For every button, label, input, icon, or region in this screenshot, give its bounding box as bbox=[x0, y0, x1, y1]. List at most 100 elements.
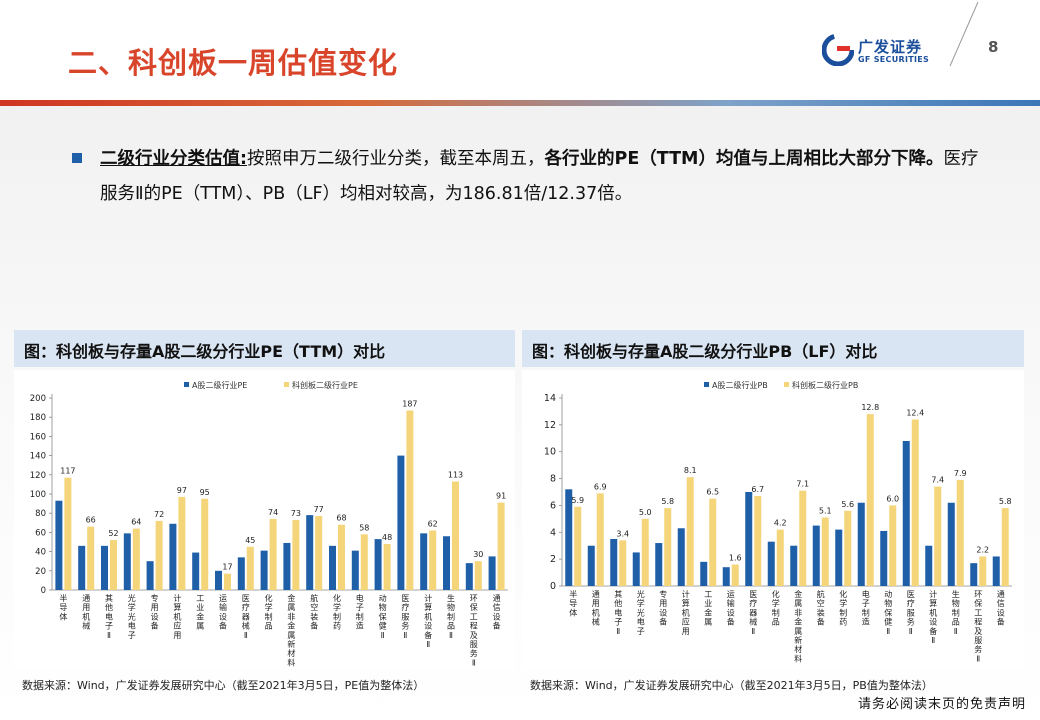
bar-b bbox=[246, 546, 254, 590]
bar-b bbox=[292, 519, 300, 590]
bar-b bbox=[709, 498, 717, 586]
y-tick-label: 8 bbox=[550, 474, 556, 485]
x-category-label: 生物制品 Ⅱ bbox=[952, 589, 960, 636]
x-category-label: 通用机械 bbox=[592, 589, 600, 627]
pb-chart-title: 图：科创板与存量A股二级分行业PB（LF）对比 bbox=[532, 342, 878, 361]
bar-b bbox=[360, 534, 368, 590]
legend-label-b: 科创板二级行业PE bbox=[292, 380, 358, 390]
x-category-label: 生物制品 Ⅱ bbox=[447, 593, 455, 640]
data-label: 77 bbox=[314, 505, 324, 514]
x-category-label: 工业金属 bbox=[704, 590, 712, 627]
chart-legend: A股二级行业PB 科创板二级行业PB bbox=[704, 380, 858, 390]
bar-b bbox=[87, 526, 95, 590]
data-label: 5.8 bbox=[661, 497, 674, 506]
bar-a bbox=[947, 502, 955, 586]
bar-b bbox=[452, 481, 459, 590]
x-category-label: 光学光电子 bbox=[128, 593, 136, 640]
chart-legend: A股二级行业PE 科创板二级行业PE bbox=[184, 380, 358, 390]
bar-a bbox=[812, 525, 820, 586]
x-category-label: 动物保健 Ⅱ bbox=[379, 593, 387, 640]
data-label: 7.1 bbox=[796, 480, 809, 489]
legend-label-a: A股二级行业PE bbox=[192, 380, 247, 390]
bar-b bbox=[406, 410, 414, 590]
data-label: 187 bbox=[402, 399, 417, 408]
bar-b bbox=[269, 518, 277, 590]
x-category-label: 工业金属 bbox=[196, 594, 204, 631]
page-number: 8 bbox=[988, 38, 999, 56]
data-label: 5.9 bbox=[571, 496, 584, 505]
bar-a bbox=[565, 489, 573, 586]
bar-a bbox=[767, 541, 775, 586]
bar-a bbox=[146, 561, 154, 590]
data-label: 52 bbox=[108, 529, 118, 538]
bar-b bbox=[664, 508, 672, 586]
bar-b bbox=[574, 506, 582, 586]
bar-a bbox=[78, 545, 86, 590]
bar-b bbox=[497, 502, 505, 590]
pe-chart-header: 图：科创板与存量A股二级分行业PE（TTM）对比 bbox=[14, 330, 515, 367]
x-category-label: 化学制品 bbox=[772, 589, 780, 627]
bar-b bbox=[956, 479, 964, 586]
bar-a bbox=[857, 502, 865, 586]
pb-chart: A股二级行业PB 科创板二级行业PB 0 2 4 6 8 10 12 14 5.9 半导体 6.9 通用机… bbox=[544, 380, 1012, 663]
x-category-label: 化学制品 bbox=[265, 593, 273, 631]
data-label: 91 bbox=[496, 492, 506, 501]
y-tick-label: 180 bbox=[30, 413, 46, 423]
bar-b bbox=[224, 573, 231, 590]
data-label: 97 bbox=[177, 486, 187, 495]
data-label: 6.9 bbox=[594, 482, 607, 491]
x-category-label: 通信设备 bbox=[493, 593, 501, 631]
bar-b bbox=[619, 540, 627, 586]
pe-chart-title: 图：科创板与存量A股二级分行业PE（TTM）对比 bbox=[24, 342, 386, 361]
bar-a bbox=[260, 550, 268, 590]
x-category-label: 化学制药 bbox=[333, 593, 341, 631]
bar-a bbox=[700, 561, 708, 586]
logo-cn-text: 广发证券 bbox=[858, 38, 923, 56]
summary-text-2: 医疗服务Ⅱ的PE（TTM）、PB（LF）均相对较高，为186.81倍/12.37… bbox=[100, 149, 979, 204]
y-tick-label: 2 bbox=[550, 554, 556, 565]
y-tick-label: 80 bbox=[35, 509, 46, 519]
bar-b bbox=[596, 493, 604, 586]
x-category-label: 计算机设备 Ⅱ bbox=[929, 589, 937, 645]
header-divider bbox=[949, 1, 979, 67]
bar-b bbox=[754, 496, 762, 586]
y-tick-label: 0 bbox=[550, 581, 556, 592]
y-tick-label: 12 bbox=[544, 420, 556, 431]
data-label: 2.2 bbox=[976, 545, 989, 554]
bar-a bbox=[465, 563, 473, 590]
bar-a bbox=[215, 570, 222, 590]
bar-a bbox=[420, 533, 428, 590]
bar-b bbox=[338, 524, 345, 590]
bar-b bbox=[799, 490, 807, 586]
bar-a bbox=[329, 545, 336, 590]
bar-b bbox=[821, 517, 829, 586]
bar-b bbox=[383, 543, 391, 590]
data-label: 12.4 bbox=[906, 408, 924, 417]
x-category-label: 光学光电子 bbox=[637, 589, 645, 636]
data-label: 6.5 bbox=[706, 488, 719, 497]
data-label: 1.6 bbox=[729, 554, 742, 563]
bar-a bbox=[169, 523, 177, 590]
x-category-label: 半导体 bbox=[569, 589, 577, 617]
bar-a bbox=[925, 545, 933, 586]
bar-a bbox=[880, 530, 888, 586]
bar-a bbox=[488, 556, 496, 590]
x-category-label: 电子制造 bbox=[356, 593, 364, 631]
bar-a bbox=[374, 539, 382, 590]
y-tick-label: 40 bbox=[35, 548, 46, 558]
summary-bold: 各行业的PE（TTM）均值与上周相比大部分下降。 bbox=[544, 149, 944, 169]
pb-chart-header: 图：科创板与存量A股二级分行业PB（LF）对比 bbox=[522, 330, 1024, 367]
bar-b bbox=[889, 505, 897, 586]
x-category-label: 医疗器械 Ⅱ bbox=[749, 590, 757, 636]
data-label: 4.2 bbox=[774, 519, 787, 528]
y-tick-label: 20 bbox=[35, 567, 46, 577]
x-category-label: 航空装备 bbox=[817, 589, 825, 627]
bar-b bbox=[429, 530, 437, 590]
x-category-label: 通信设备 bbox=[997, 589, 1005, 627]
bar-a bbox=[745, 492, 753, 586]
data-label: 8.1 bbox=[684, 466, 697, 475]
x-category-label: 医疗服务 Ⅱ bbox=[401, 594, 409, 640]
x-category-label: 其他电子 Ⅱ bbox=[614, 590, 622, 636]
bar-a bbox=[306, 515, 314, 590]
x-category-label: 动物保健 Ⅱ bbox=[884, 589, 892, 636]
